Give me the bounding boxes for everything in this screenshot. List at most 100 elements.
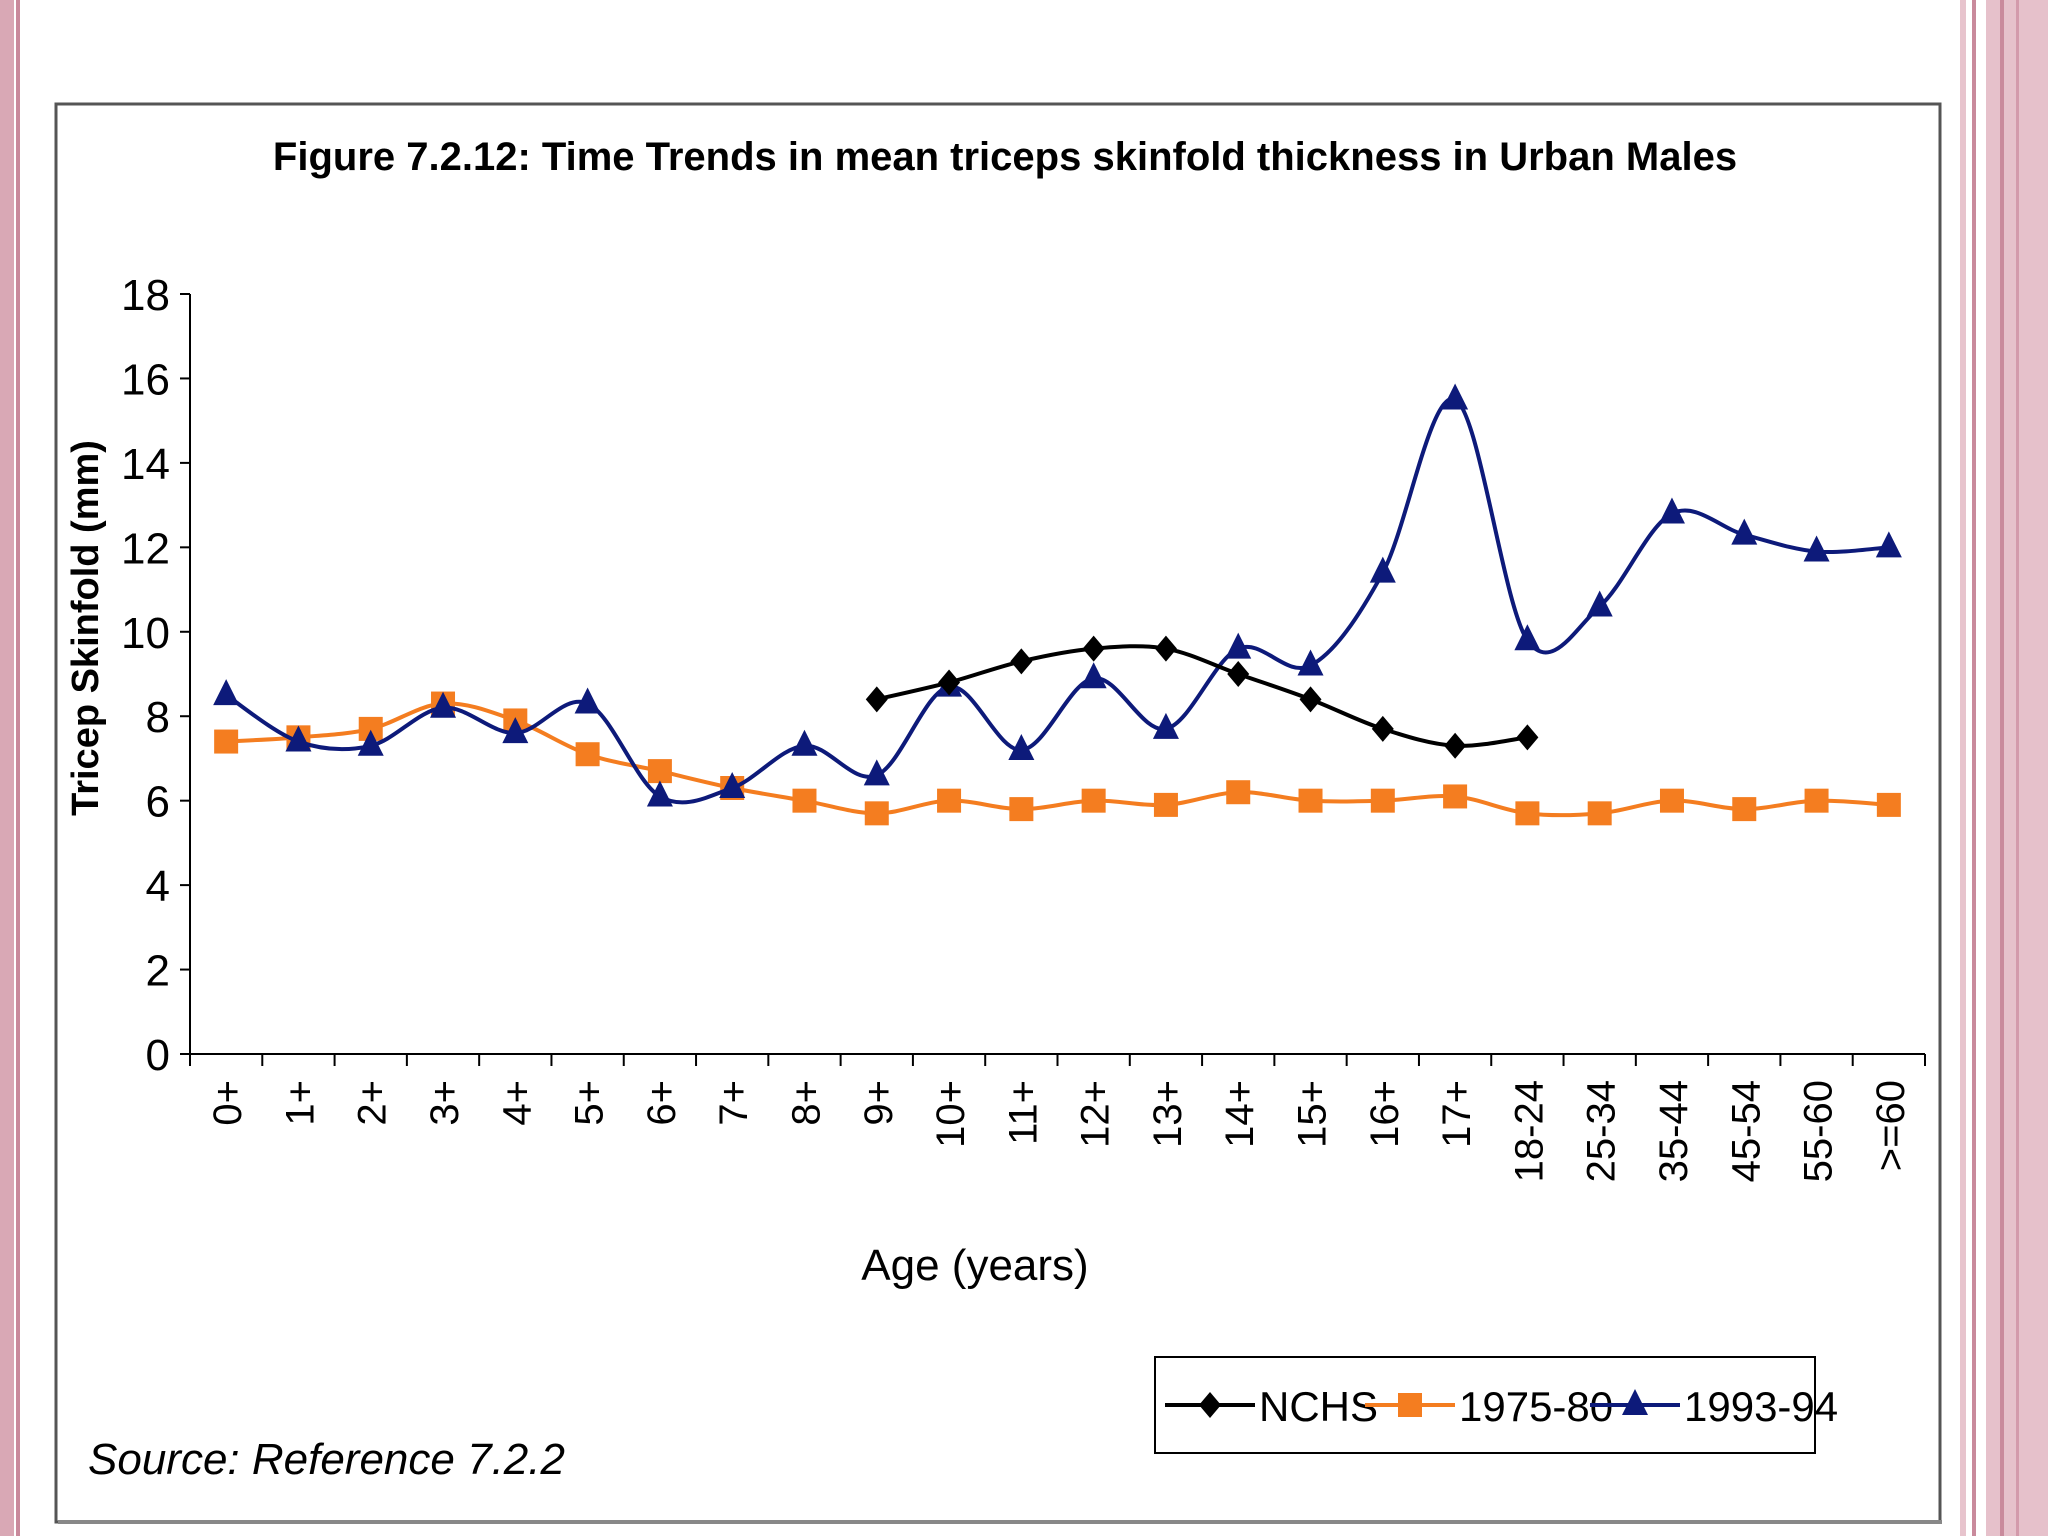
data-point-1993-94-9plus [863, 759, 890, 786]
x-tick-label-13plus: 13+ [1146, 1080, 1190, 1148]
slide-border-stripe-7 [2016, 0, 2019, 1536]
data-point-1993-94-12plus [1080, 662, 1107, 689]
x-tick-label-16plus: 16+ [1363, 1080, 1407, 1148]
x-tick-label-8plus: 8+ [784, 1080, 828, 1126]
data-point-nchs-11plus [1010, 648, 1033, 675]
data-point-1975-80-15plus [1298, 788, 1323, 813]
data-point-1993-94-6plus [646, 780, 673, 807]
data-point-1993-94-4plus [502, 717, 529, 744]
data-point-1975-80-12plus [1081, 788, 1106, 813]
data-point-1993-94-16plus [1369, 556, 1396, 583]
slide-border-stripe-4 [1972, 0, 1976, 1536]
data-point-1975-80-14plus [1226, 780, 1251, 805]
data-point-1975-80-55-60 [1804, 788, 1829, 813]
x-tick-label-0plus: 0+ [206, 1080, 250, 1126]
y-tick-label: 0 [146, 1031, 170, 1080]
data-point-nchs-15plus [1299, 686, 1322, 713]
data-point-1975-80-35-44 [1659, 788, 1684, 813]
legend-marker-1975-80 [1398, 1393, 1422, 1417]
data-point-1975-80-10plus [937, 788, 962, 813]
data-point-1993-94-17plus [1442, 383, 1469, 410]
data-point-1993-94-0plus [213, 679, 240, 706]
y-tick-label: 18 [121, 271, 170, 320]
y-tick-label: 6 [146, 778, 170, 827]
legend-marker-nchs [1199, 1392, 1221, 1418]
chart-title: Figure 7.2.12: Time Trends in mean trice… [273, 135, 1737, 179]
data-point-1993-94-7plus [719, 772, 746, 798]
data-point-1993-94-13plus [1152, 712, 1179, 739]
data-point-nchs-18-24 [1516, 724, 1539, 751]
x-axis-label: Age (years) [861, 1241, 1088, 1290]
data-point-1975-80-ge60 [1876, 792, 1901, 817]
x-tick-label-1plus: 1+ [278, 1080, 322, 1126]
y-tick-label: 2 [146, 947, 170, 996]
data-point-1993-94-25-34 [1586, 590, 1613, 617]
data-point-1975-80-8plus [792, 788, 817, 813]
legend-label-1975-80: 1975-80 [1459, 1383, 1613, 1430]
series-nchs [865, 635, 1539, 759]
data-point-1975-80-5plus [575, 742, 600, 767]
slide-border-stripe-3 [1960, 0, 1966, 1536]
x-tick-label-7plus: 7+ [712, 1080, 756, 1126]
data-point-nchs-14plus [1227, 661, 1250, 687]
data-point-1993-94-ge60 [1875, 531, 1902, 558]
x-tick-label-35-44: 35-44 [1652, 1080, 1696, 1182]
x-tick-label-3plus: 3+ [423, 1080, 467, 1126]
x-tick-label-55-60: 55-60 [1797, 1080, 1841, 1182]
y-axis-label: Tricep Skinfold (mm) [65, 440, 107, 816]
legend-label-nchs: NCHS [1259, 1383, 1378, 1430]
x-axis-ticks: 0+ 1+ 2+ 3+ 4+ 5+ 6+ 7+ 8+ 9+ 10+ 11+ 12+ 13+ 14+ 15+ 16… [189, 1054, 1926, 1182]
x-tick-label-9plus: 9+ [857, 1080, 901, 1126]
data-point-1975-80-11plus [1009, 797, 1034, 822]
data-point-1993-94-35-44 [1658, 497, 1685, 524]
data-point-1993-94-8plus [791, 729, 818, 756]
x-tick-label-2plus: 2+ [351, 1080, 395, 1126]
x-tick-label-4plus: 4+ [495, 1080, 539, 1126]
legend: NCHS 1975-80 1993-94 [1165, 1383, 1838, 1430]
x-tick-label-10plus: 10+ [929, 1080, 973, 1148]
slide-border-stripe-6 [2000, 0, 2004, 1536]
data-point-1993-94-2plus [357, 729, 384, 756]
data-point-1993-94-14plus [1225, 632, 1252, 659]
data-point-nchs-13plus [1154, 635, 1177, 662]
x-tick-label-14plus: 14+ [1218, 1080, 1262, 1148]
x-tick-label-25-34: 25-34 [1580, 1080, 1624, 1182]
legend-marker-1993-94 [1622, 1389, 1648, 1415]
slide-border-stripe-1 [0, 0, 14, 1536]
data-point-1993-94-3plus [430, 691, 457, 718]
data-point-nchs-9plus [865, 686, 888, 713]
data-point-1975-80-0plus [214, 729, 239, 754]
x-tick-label-17plus: 17+ [1435, 1080, 1479, 1148]
slide-border-stripe-2 [16, 0, 20, 1536]
data-point-1975-80-6plus [647, 759, 672, 784]
data-point-1993-94-55-60 [1803, 535, 1830, 562]
data-point-1993-94-1plus [285, 725, 312, 752]
x-tick-label-45-54: 45-54 [1724, 1080, 1768, 1182]
data-point-1993-94-15plus [1297, 649, 1324, 676]
legend-label-1993-94: 1993-94 [1684, 1383, 1838, 1430]
data-point-nchs-12plus [1082, 635, 1105, 662]
data-point-1993-94-11plus [1008, 734, 1035, 760]
x-tick-label-18-24: 18-24 [1507, 1080, 1551, 1182]
data-point-1975-80-9plus [864, 801, 889, 826]
x-tick-label-11plus: 11+ [1001, 1080, 1045, 1145]
x-tick-label-15plus: 15+ [1291, 1080, 1335, 1148]
series-layer [213, 383, 1902, 826]
series-line-nchs [876, 644, 1528, 748]
data-point-1975-80-16plus [1370, 788, 1395, 813]
figure-frame [54, 102, 1942, 1524]
x-tick-label-12plus: 12+ [1074, 1080, 1118, 1148]
data-point-1975-80-17plus [1443, 784, 1468, 809]
y-tick-label: 12 [121, 524, 170, 573]
y-tick-label: 4 [146, 862, 170, 911]
y-tick-label: 10 [121, 609, 170, 658]
legend-box [1154, 1356, 1816, 1454]
data-point-1975-80-13plus [1153, 792, 1178, 817]
data-point-1975-80-45-54 [1732, 797, 1757, 822]
x-tick-label-ge60: >=60 [1869, 1080, 1913, 1171]
series-1993-94 [213, 383, 1902, 807]
x-tick-label-6plus: 6+ [640, 1080, 684, 1126]
data-point-1975-80-25-34 [1587, 801, 1612, 826]
y-tick-label: 8 [146, 693, 170, 742]
